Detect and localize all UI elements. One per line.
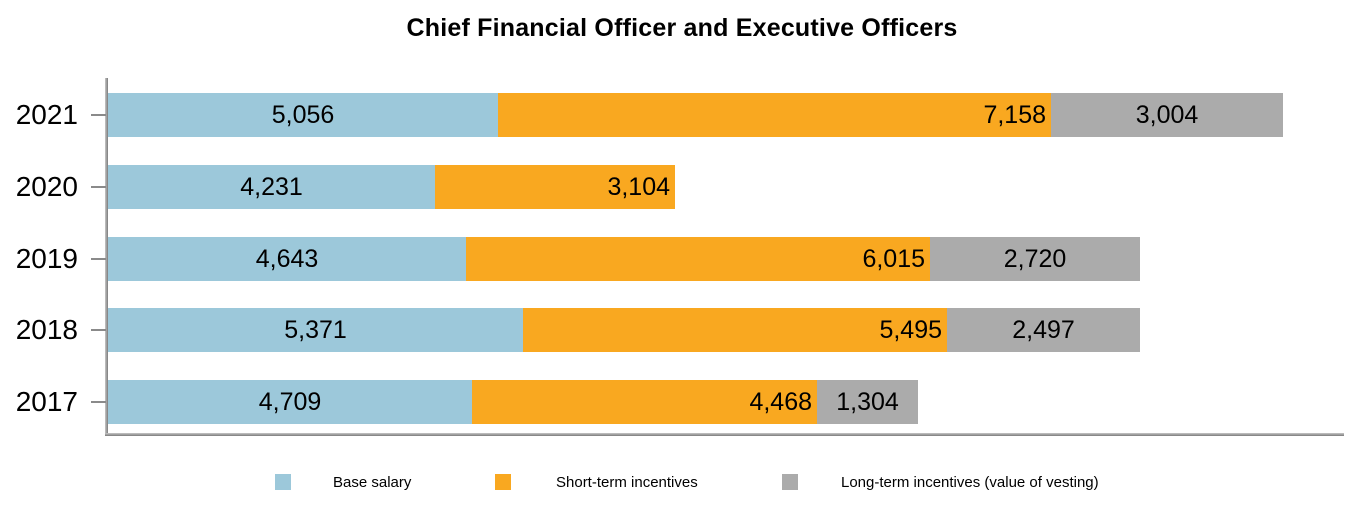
axis-tick [91, 329, 106, 331]
legend-swatch-short-term-incentives [495, 474, 511, 490]
data-label: 4,231 [240, 173, 303, 201]
category-label: 2020 [15, 171, 78, 202]
legend-label-base-salary: Base salary [333, 474, 412, 491]
data-label: 4,709 [258, 388, 322, 416]
bar-segment-short-term-incentives: 3,104 [435, 165, 675, 209]
data-label: 2,497 [1012, 316, 1075, 344]
data-label: 7,158 [983, 101, 1046, 129]
bar-segment-base-salary: 5,371 [108, 308, 523, 352]
bar-segment-base-salary: 4,643 [108, 237, 466, 281]
data-label: 5,371 [284, 316, 347, 344]
data-label: 4,468 [749, 388, 812, 416]
bar-segment-short-term-incentives: 6,015 [466, 237, 930, 281]
data-label: 2,720 [1003, 245, 1067, 273]
bar-segment-long-term-incentives-value-of-vesting: 3,004 [1051, 93, 1283, 137]
bar-segment-short-term-incentives: 7,158 [498, 93, 1051, 137]
bar-segment-short-term-incentives: 4,468 [472, 380, 817, 424]
axis-tick [91, 258, 106, 260]
data-label: 6,015 [862, 245, 925, 273]
bar-segment-long-term-incentives-value-of-vesting: 1,304 [817, 380, 918, 424]
chart-title: Chief Financial Officer and Executive Of… [406, 14, 958, 42]
axis-tick [91, 401, 106, 403]
category-label: 2019 [15, 243, 78, 274]
data-label: 5,056 [271, 101, 335, 129]
legend-label-long-term-incentives-value-of-vesting: Long-term incentives (value of vesting) [841, 474, 1099, 491]
bar-segment-base-salary: 5,056 [108, 93, 498, 137]
bar-segment-short-term-incentives: 5,495 [523, 308, 947, 352]
category-label: 2017 [15, 386, 78, 417]
x-axis-line [105, 433, 1344, 436]
legend-swatch-long-term-incentives-value-of-vesting [782, 474, 798, 490]
data-label: 1,304 [836, 388, 899, 416]
bar-segment-long-term-incentives-value-of-vesting: 2,497 [947, 308, 1140, 352]
data-label: 5,495 [879, 316, 942, 344]
category-label: 2018 [15, 314, 78, 345]
legend-label-short-term-incentives: Short-term incentives [556, 474, 698, 491]
data-label: 4,643 [255, 245, 319, 273]
y-axis-line [105, 78, 108, 436]
axis-tick [91, 186, 106, 188]
bar-segment-base-salary: 4,709 [108, 380, 472, 424]
legend-swatch-base-salary [275, 474, 291, 490]
category-label: 2021 [15, 99, 78, 130]
bar-segment-long-term-incentives-value-of-vesting: 2,720 [930, 237, 1140, 281]
bar-segment-base-salary: 4,231 [108, 165, 435, 209]
data-label: 3,004 [1135, 101, 1199, 129]
data-label: 3,104 [607, 173, 670, 201]
axis-tick [91, 114, 106, 116]
